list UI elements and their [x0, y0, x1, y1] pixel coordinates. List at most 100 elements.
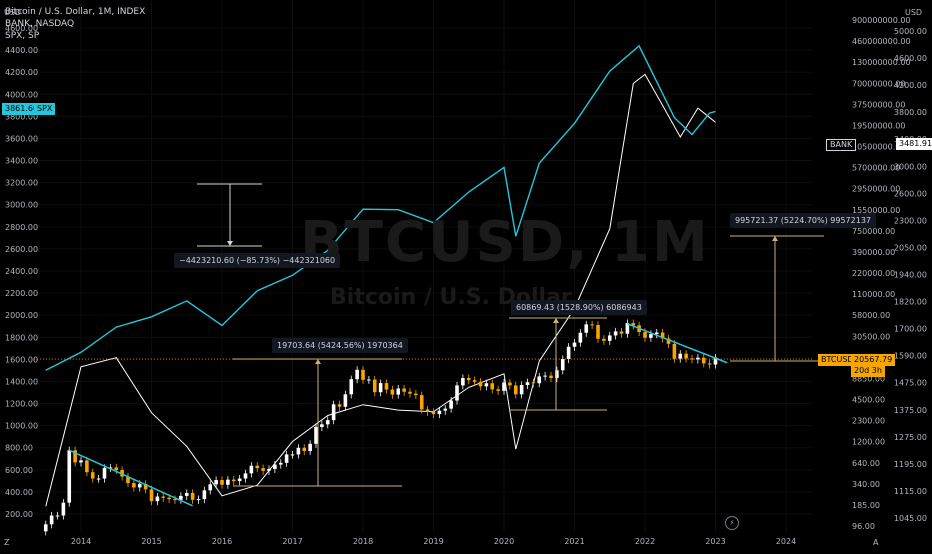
btc-candle-body: [590, 324, 594, 326]
btc-candle-body: [49, 515, 54, 525]
spx-axis-tick-label: 2300.00: [894, 216, 927, 225]
btc-candle-body: [208, 484, 213, 491]
btc-candle-body: [96, 478, 101, 480]
timezone-icon[interactable]: Z: [4, 538, 10, 547]
spx-axis-tick-label: 3800.00: [894, 108, 927, 117]
btc-candle-body: [137, 483, 142, 488]
measure-label-3[interactable]: 60869.43 (1528.90%) 6086943: [511, 300, 647, 315]
btc-candle-body: [566, 346, 571, 360]
btc-candle-body: [120, 469, 124, 477]
btc-candle-body: [202, 490, 207, 500]
btc-candle-body: [173, 499, 177, 501]
btc-candle-body: [478, 381, 483, 387]
left-axis-tick-label: 3400.00: [5, 157, 38, 166]
btc-candle-body: [496, 389, 500, 391]
btc-candle-body: [519, 385, 524, 395]
btc-candle-body: [367, 379, 371, 381]
btc-candle-body: [108, 467, 113, 469]
left-axis-tick-label: 1800.00: [5, 333, 38, 342]
spx-series: [45, 44, 716, 371]
btc-countdown-tag: 20d 3h: [851, 365, 885, 377]
btc-candle-body: [666, 338, 671, 344]
bank-series: [45, 73, 716, 507]
measure-arrow-head: [553, 318, 559, 323]
btc-candle-body: [372, 379, 377, 393]
bank-axis-tick-label: 900000000.00: [852, 16, 911, 25]
btc-candle-body: [596, 325, 600, 339]
drawings: [34, 183, 824, 507]
measure-label-4[interactable]: 995721.37 (5224.70%) 99572137: [730, 213, 876, 228]
btc-candle-body: [149, 489, 154, 502]
btc-candle-body: [331, 404, 336, 421]
spx-axis-tick-label: 4200.00: [894, 81, 927, 90]
legend-main-series[interactable]: Bitcoin / U.S. Dollar, 1M, INDEX: [5, 7, 146, 17]
left-axis-tick-label: 2800.00: [5, 223, 38, 232]
btc-candle-body: [249, 465, 254, 474]
btc-candle-body: [343, 394, 348, 407]
btc-candle-body: [237, 478, 242, 482]
bank-axis-tick-label: 1550000.00: [852, 206, 900, 215]
btc-candle-body: [143, 483, 148, 490]
spx-axis-tick-label: 1195.00: [894, 460, 927, 469]
btc-candle-body: [278, 462, 283, 465]
bank-value-tag: 3481.91: [896, 138, 932, 150]
btc-candle-body: [73, 450, 77, 463]
btc-candle-body: [408, 391, 412, 394]
bank-axis-tick-label: 37500000.00: [852, 100, 905, 109]
btc-candle-body: [231, 479, 236, 482]
btc-candle-body: [85, 460, 89, 473]
btc-candle-body: [537, 376, 542, 384]
btc-candle-body: [79, 460, 83, 463]
bank-axis-tick-label: 390000.00: [852, 248, 895, 257]
bank-axis-tick-label: 4500.00: [852, 396, 885, 405]
btc-candle-body: [167, 497, 171, 500]
time-axis-tick-label: 2020: [494, 537, 514, 546]
left-axis-tick-label: 2400.00: [5, 267, 38, 276]
measure-label-2[interactable]: 19703.64 (5424.56%) 1970364: [272, 338, 408, 353]
time-axis-tick-label: 2017: [282, 537, 302, 546]
btc-candle-body: [531, 382, 536, 384]
btc-candle-body: [390, 389, 395, 395]
btc-candle-body: [361, 369, 365, 380]
spx-axis-tick-label: 5000.00: [894, 27, 927, 36]
btc-candle-body: [525, 382, 530, 386]
btc-candle-body: [355, 369, 359, 380]
btc-candle-body: [631, 323, 636, 326]
btc-candle-body: [273, 464, 277, 469]
btc-candle-body: [490, 383, 495, 390]
left-axis-tick-label: 2600.00: [5, 245, 38, 254]
measure-label-1[interactable]: −4423210.60 (−85.73%) −442321060: [174, 253, 341, 268]
auto-scale-icon[interactable]: A: [873, 538, 879, 547]
btc-candle-body: [707, 363, 712, 365]
bank-axis-tick-label: 8850.00: [852, 374, 885, 383]
btc-candle-body: [220, 479, 224, 485]
left-axis-tick-label: 800.00: [5, 444, 33, 453]
measure-arrow-head: [772, 236, 778, 241]
btc-candle-body: [325, 420, 330, 425]
left-axis-tick-label: 1400.00: [5, 377, 38, 386]
legend-spx-series[interactable]: SPX, SP: [5, 31, 40, 41]
btc-candle-body: [419, 395, 424, 410]
left-axis-tick-label: 2200.00: [5, 289, 38, 298]
time-axis-tick-label: 2018: [353, 537, 373, 546]
btc-candle-body: [320, 424, 324, 427]
btc-candle-body: [414, 393, 418, 396]
left-axis-tick-label: 4400.00: [5, 46, 38, 55]
btc-candle-body: [384, 383, 389, 390]
axes: 4600.00 4400.00 4200.00 4000.00 3800.00 3600.…: [5, 16, 927, 546]
btc-candle-body: [284, 454, 289, 463]
btc-candle-body: [290, 454, 295, 456]
legend-bank-series[interactable]: BANK, NASDAQ: [5, 19, 75, 29]
btc-candle-body: [43, 524, 48, 532]
btc-candle-body: [267, 468, 271, 471]
btc-candle-body: [179, 495, 183, 500]
spx-axis-tick-label: 1820.00: [894, 298, 927, 307]
lightning-icon[interactable]: ⚡: [725, 516, 739, 530]
trendline: [627, 323, 728, 364]
btc-candle-body: [607, 335, 612, 341]
btc-candle-body: [425, 409, 430, 412]
btc-candle-body: [114, 467, 119, 470]
btc-candle-body: [461, 378, 465, 386]
btc-candle-body: [155, 496, 160, 502]
